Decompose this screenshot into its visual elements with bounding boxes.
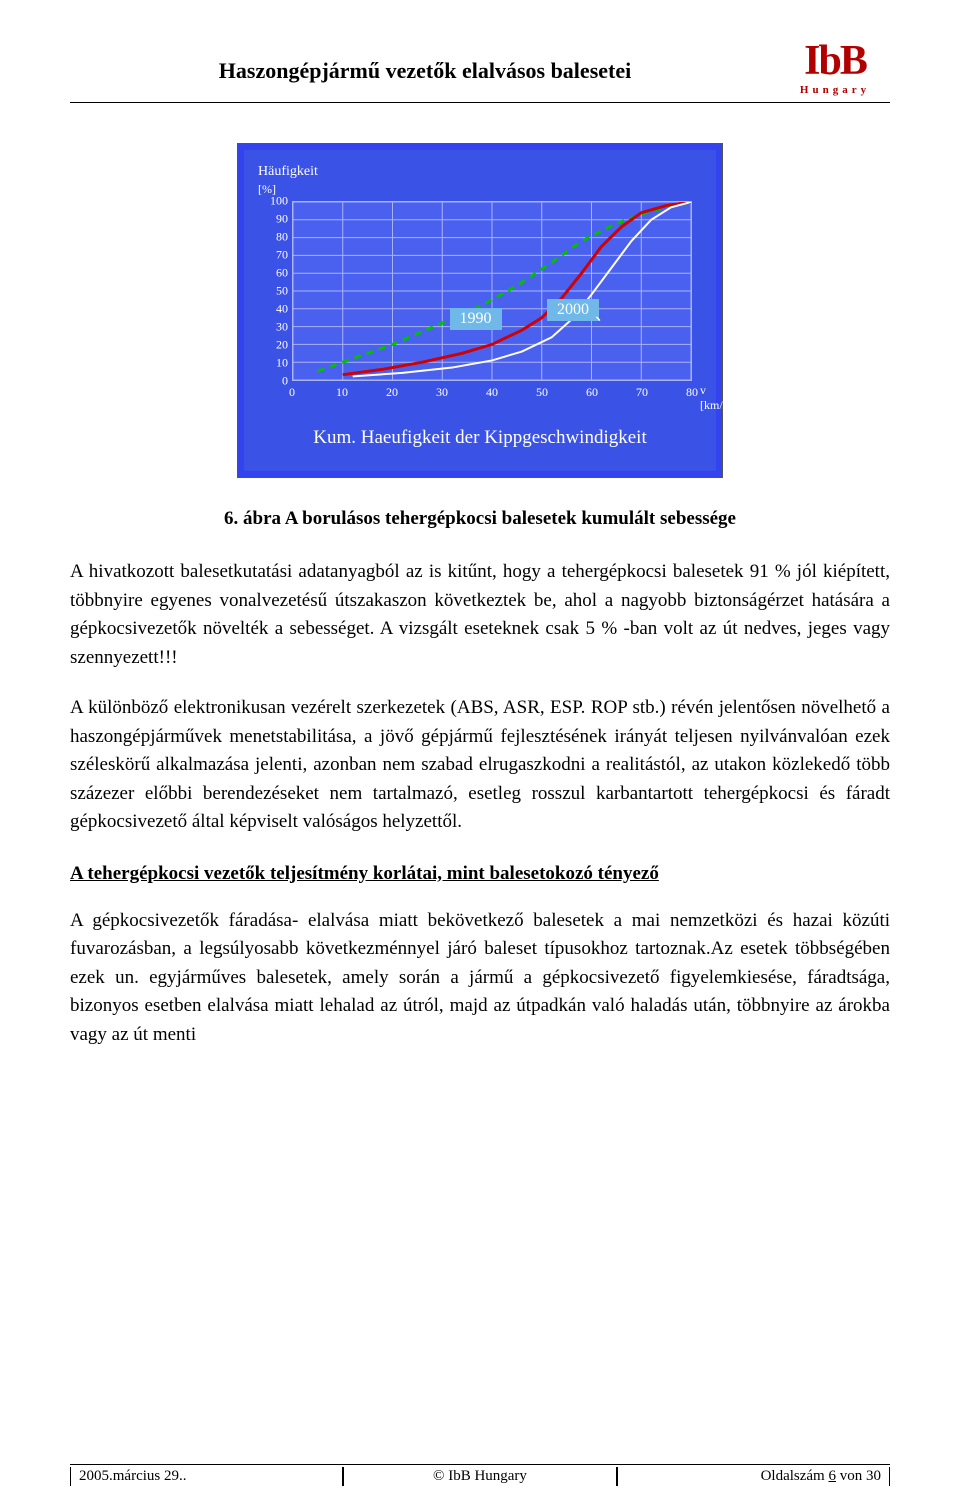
chart-svg: [293, 202, 691, 380]
page-header: Haszongépjármű vezetők elalvásos baleset…: [70, 40, 890, 103]
footer-current-page: 6: [828, 1468, 836, 1484]
chart-ytick: 90: [258, 212, 288, 227]
chart-container: Häufigkeit [%] 1990 2000 、 v [km/h] 0102…: [237, 143, 723, 478]
chart-caption: Kum. Haeufigkeit der Kippgeschwindigkeit: [258, 427, 702, 449]
chart-xtick: 80: [686, 385, 698, 400]
paragraph-2: A különböző elektronikusan vezérelt szer…: [70, 694, 890, 837]
chart-xtick: 10: [336, 385, 348, 400]
footer-page-prefix: Oldalszám: [761, 1468, 829, 1484]
logo-text: IbB: [780, 40, 890, 82]
chart-annotation-1990: 1990: [450, 308, 502, 330]
footer-page-suffix: von 30: [836, 1468, 881, 1484]
chart-ytick: 80: [258, 230, 288, 245]
paragraph-3: A gépkocsivezetők fáradása- elalvása mia…: [70, 907, 890, 1050]
chart-xtick: 70: [636, 385, 648, 400]
chart-ytick: 40: [258, 302, 288, 317]
chart-ytick: 60: [258, 266, 288, 281]
chart-ytick: 0: [258, 374, 288, 389]
chart-y-axis-unit: [%]: [258, 182, 702, 197]
logo: IbB Hungary: [780, 40, 890, 96]
chart-y-axis-label: Häufigkeit: [258, 164, 702, 180]
figure-caption: 6. ábra A borulásos tehergépkocsi balese…: [70, 508, 890, 530]
chart-xtick: 20: [386, 385, 398, 400]
chart-panel: Häufigkeit [%] 1990 2000 、 v [km/h] 0102…: [244, 150, 716, 471]
footer-page-number: Oldalszám 6 von 30: [617, 1467, 890, 1486]
chart-ytick: 10: [258, 356, 288, 371]
document-title: Haszongépjármű vezetők elalvásos baleset…: [70, 40, 780, 84]
chart-annotation-tail: 、: [595, 301, 611, 325]
chart-xtick: 0: [289, 385, 295, 400]
paragraph-1: A hivatkozott balesetkutatási adatanyagb…: [70, 558, 890, 672]
logo-subtext: Hungary: [780, 84, 890, 96]
chart-xtick: 60: [586, 385, 598, 400]
chart-ytick: 30: [258, 320, 288, 335]
chart-ytick: 70: [258, 248, 288, 263]
chart-xtick: 40: [486, 385, 498, 400]
chart-ytick: 100: [258, 194, 288, 209]
chart-plot: [292, 201, 692, 381]
chart-annotation-2000: 2000: [547, 299, 599, 321]
footer-date: 2005.március 29..: [70, 1467, 343, 1486]
chart-plot-area: 1990 2000 、 v [km/h] 0102030405060708090…: [258, 201, 698, 401]
chart-xtick: 30: [436, 385, 448, 400]
chart-ytick: 50: [258, 284, 288, 299]
chart-x-axis-label: v [km/h]: [700, 383, 733, 413]
section-heading: A tehergépkocsi vezetők teljesítmény kor…: [70, 863, 890, 885]
footer-copyright: © IbB Hungary: [343, 1467, 616, 1486]
page-footer: 2005.március 29.. © IbB Hungary Oldalszá…: [70, 1464, 890, 1486]
chart-xtick: 50: [536, 385, 548, 400]
chart-ytick: 20: [258, 338, 288, 353]
